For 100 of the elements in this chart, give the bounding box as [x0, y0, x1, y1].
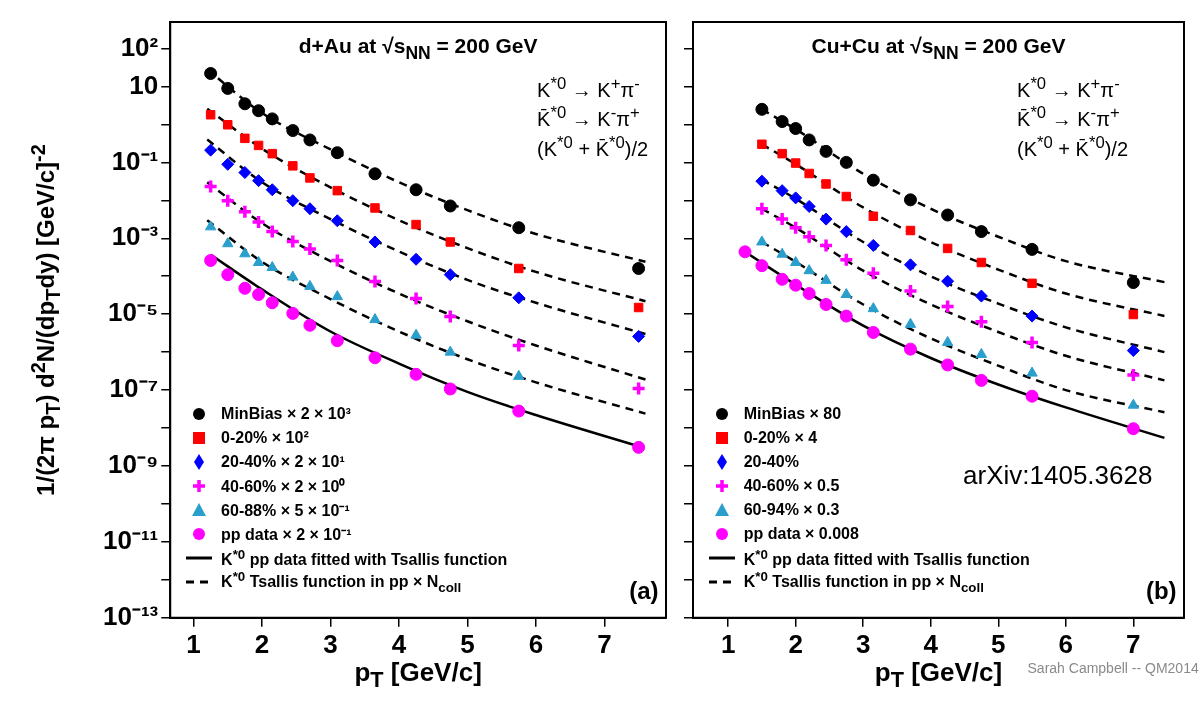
annotation: K̄$^{*0}$ → K$^{-}$π$^{+}$ — [537, 103, 640, 132]
point — [868, 211, 879, 222]
point — [1025, 389, 1039, 403]
point — [840, 288, 853, 299]
point — [370, 203, 380, 213]
x-tick-label: 1 — [186, 628, 201, 659]
point — [801, 228, 817, 245]
point — [303, 202, 317, 216]
point — [303, 133, 317, 147]
point — [252, 104, 266, 118]
point — [1127, 398, 1140, 409]
point — [305, 173, 315, 183]
point — [267, 148, 278, 159]
point — [754, 201, 770, 217]
point — [775, 115, 789, 129]
point — [819, 212, 833, 226]
point — [841, 191, 852, 202]
point — [303, 318, 317, 332]
point — [237, 204, 253, 220]
x-tick-label: 5 — [991, 628, 1006, 659]
point — [252, 288, 266, 302]
legend-label: 20-40% — [743, 452, 799, 471]
point — [330, 214, 344, 228]
point — [444, 345, 456, 356]
point — [368, 351, 382, 365]
x-tick-label: 4 — [923, 628, 939, 659]
point — [802, 133, 816, 147]
point — [442, 308, 459, 325]
point — [1024, 334, 1040, 351]
point — [776, 247, 788, 258]
x-tick-label: 7 — [597, 628, 612, 659]
point — [409, 252, 423, 266]
point — [512, 221, 526, 235]
point — [973, 314, 990, 330]
point — [238, 166, 252, 180]
text: Sarah Campbell -- QM2014 — [1027, 660, 1199, 677]
point — [286, 194, 300, 208]
x-tick-label: 3 — [323, 628, 338, 659]
point — [220, 192, 236, 209]
point — [820, 273, 832, 284]
point — [222, 237, 234, 248]
legend-label: MinBias × 80 — [743, 404, 842, 423]
point — [512, 291, 526, 305]
point — [755, 174, 769, 188]
point — [266, 260, 278, 271]
x-tick-label: 2 — [788, 628, 803, 659]
point — [866, 238, 880, 252]
point — [331, 290, 344, 301]
annotation: (a) — [629, 576, 659, 605]
point — [1025, 309, 1039, 323]
point — [775, 272, 789, 286]
point — [443, 199, 457, 213]
point — [904, 317, 917, 328]
point — [804, 168, 814, 179]
point — [838, 252, 855, 268]
point — [330, 146, 344, 160]
legend-label: 60-88% × 5 × 10⁻¹ — [221, 500, 350, 521]
x-axis-title: p$_{T}$ [GeV/c] — [874, 656, 1003, 694]
point — [941, 358, 955, 372]
point — [238, 97, 252, 111]
point — [368, 167, 382, 181]
point — [330, 334, 344, 348]
point — [1126, 422, 1140, 436]
point — [252, 174, 266, 188]
point — [411, 219, 421, 230]
annotation: K$^{*0}$ → K$^{+}$π$^{-}$ — [537, 73, 640, 102]
point — [902, 283, 919, 299]
x-tick-label: 2 — [254, 628, 270, 659]
point — [304, 279, 316, 290]
point — [839, 309, 853, 323]
point — [1126, 344, 1140, 358]
point — [202, 178, 219, 195]
point — [866, 325, 880, 339]
legend-label: K$^{*0}$ Tsallis function in pp × N$_{coll}$ — [743, 569, 984, 595]
point — [789, 256, 802, 267]
point — [821, 179, 831, 189]
point — [250, 214, 267, 230]
legend-label: 0-20% × 4 — [743, 428, 818, 447]
point — [789, 191, 803, 205]
point — [287, 270, 299, 281]
point — [368, 235, 382, 249]
point — [630, 380, 647, 397]
point — [802, 199, 816, 213]
annotation: (K$^{*0}$ + K̄$^{*0}$)/2 — [537, 133, 649, 161]
point — [976, 257, 987, 268]
point — [802, 287, 816, 301]
point — [252, 256, 265, 267]
point — [819, 298, 833, 311]
point — [288, 161, 298, 171]
point — [774, 211, 790, 227]
point — [790, 158, 801, 168]
point — [975, 347, 988, 358]
point — [775, 184, 789, 198]
point — [632, 261, 646, 275]
line-series — [205, 180, 647, 381]
point — [974, 373, 988, 387]
point — [1027, 278, 1037, 289]
point — [221, 268, 235, 282]
point — [329, 252, 346, 269]
point — [204, 66, 218, 80]
